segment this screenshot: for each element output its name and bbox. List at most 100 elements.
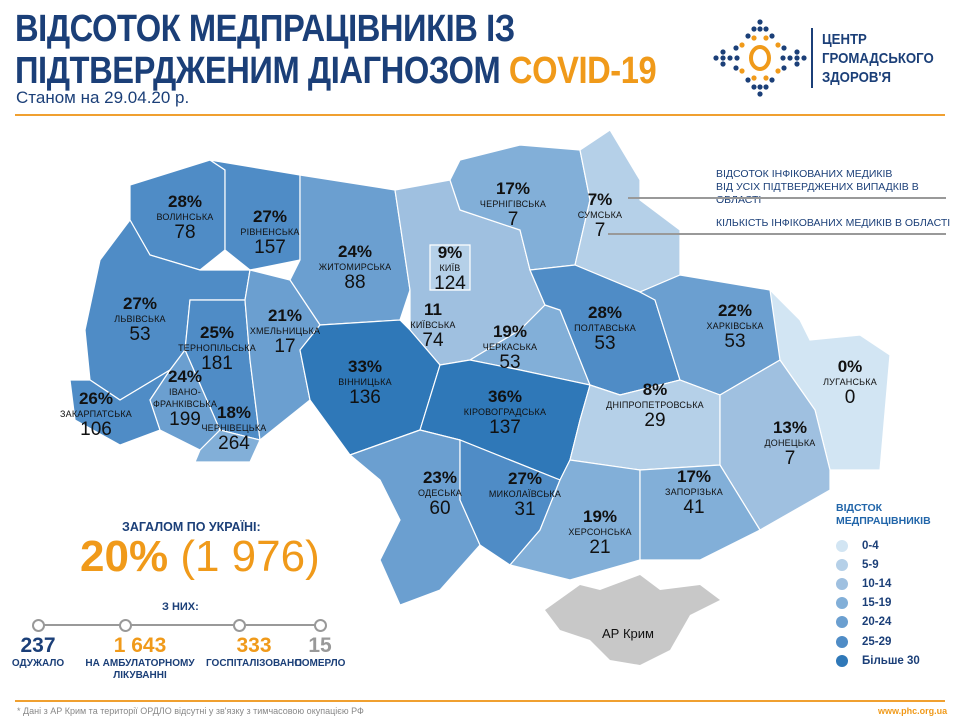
pct-annotation-line [628, 197, 946, 199]
stat-3: 15 ПОМЕРЛО [295, 634, 346, 670]
website-link[interactable]: www.phc.org.ua [878, 706, 948, 716]
legend-swatch-icon [836, 558, 848, 571]
region-count: 29 [644, 410, 666, 431]
region-count: 136 [349, 387, 381, 408]
legend-swatch-icon [836, 635, 848, 648]
stat-1: 1 643 НА АМБУЛАТОРНОМУ ЛІКУВАННІ [85, 634, 195, 682]
legend-label: 15-19 [862, 597, 892, 610]
legend-item: 10-14 [836, 574, 931, 593]
crimea-label: АР Крим [602, 626, 654, 641]
region-percent: 17% [676, 467, 712, 486]
footnote: * Дані з АР Крим та території ОРДЛО відс… [17, 706, 364, 716]
region-crimea [545, 575, 720, 665]
region-count: 53 [499, 352, 521, 373]
region-label: 7% СУМСЬКА 7 [578, 191, 622, 241]
legend-item: 25-29 [836, 632, 931, 651]
region-label: 22% ХАРКІВСЬКА 53 [706, 302, 763, 352]
region-label: 27% ЛЬВІВСЬКА 53 [114, 295, 165, 345]
region-count: 181 [201, 353, 233, 374]
region-name: ЧЕРНІВЕЦЬКА [201, 423, 267, 433]
timeline-dot-icon [119, 619, 132, 632]
legend-swatch-icon [836, 616, 848, 629]
legend-title-line-2: МЕДПРАЦІВНИКІВ [836, 515, 931, 527]
region-label: 19% ХЕРСОНСЬКА 21 [568, 508, 631, 558]
region-label: 27% РІВНЕНСЬКА 157 [240, 208, 299, 258]
region-name: ХЕРСОНСЬКА [568, 527, 632, 537]
timeline-dot-icon [233, 619, 246, 632]
legend-label: 20-24 [862, 616, 892, 629]
timeline-dot-icon [32, 619, 45, 632]
stat-label: ПОМЕРЛО [294, 658, 346, 669]
region-name: ЧЕРКАСЬКА [482, 342, 538, 352]
region-percent: 28% [167, 192, 203, 211]
region-name: ПОЛТАВСЬКА [574, 323, 636, 333]
count-annotation-line [608, 233, 946, 235]
region-label: 18% ЧЕРНІВЕЦЬКА 264 [201, 404, 266, 454]
region-percent: 33% [347, 357, 383, 376]
header-divider [15, 114, 945, 116]
timeline-dot-icon [314, 619, 327, 632]
region-label: 17% ЗАПОРІЗЬКА 41 [665, 468, 723, 518]
region-percent: 24% [337, 242, 373, 261]
region-percent: 23% [422, 468, 458, 487]
region-label: 0% ЛУГАНСЬКА 0 [823, 358, 877, 408]
region-count: 21 [589, 537, 611, 558]
region-name: ХМЕЛЬНИЦЬКА [249, 326, 321, 336]
region-name: ЗАПОРІЗЬКА [665, 487, 723, 497]
region-label: 8% ДНІПРОПЕТРОВСЬКА 29 [606, 381, 704, 431]
region-percent: 27% [122, 294, 158, 313]
region-count: 60 [429, 498, 451, 519]
title-line-1: ВІДСОТОК МЕДПРАЦІВНИКІВ ІЗ [15, 8, 515, 50]
region-count: 53 [129, 324, 151, 345]
region-count: 74 [422, 330, 444, 351]
region-label: 24% ІВАНО- ФРАНКІВСЬКА 199 [153, 368, 217, 430]
region-label: 28% ПОЛТАВСЬКА 53 [574, 304, 636, 354]
title-accent: COVID-19 [508, 50, 657, 92]
region-name: ДОНЕЦЬКА [764, 438, 816, 448]
stat-value: 237 [20, 634, 56, 657]
region-count: 78 [174, 222, 196, 243]
region-percent: 27% [507, 469, 543, 488]
region-label: 21% ХМЕЛЬНИЦЬКА 17 [250, 307, 320, 357]
region-percent: 28% [587, 303, 623, 322]
region-percent: 24% [167, 367, 203, 386]
legend-item: 20-24 [836, 613, 931, 632]
region-label: 23% ОДЕСЬКА 60 [418, 469, 462, 519]
region-count: 106 [80, 419, 112, 440]
region-name: ЛЬВІВСЬКА [114, 314, 166, 324]
region-count: 264 [218, 433, 250, 454]
region-name: ВОЛИНСЬКА [156, 212, 214, 222]
stat-value: 333 [236, 634, 272, 657]
legend-title: ВІДСТОК МЕДПРАЦІВНИКІВ [836, 502, 931, 528]
region-label: 19% ЧЕРКАСЬКА 53 [483, 323, 538, 373]
logo-text: ЦЕНТР ГРОМАДСЬКОГО ЗДОРОВ'Я [822, 30, 934, 87]
region-count: 31 [514, 499, 536, 520]
stat-0: 237 ОДУЖАЛО [12, 634, 64, 670]
legend-item: 5-9 [836, 555, 931, 574]
region-label: 24% ЖИТОМИРСЬКА 88 [319, 243, 392, 293]
region-count: 53 [594, 333, 616, 354]
region-percent: 27% [252, 207, 288, 226]
region-label: 13% ДОНЕЦЬКА 7 [764, 419, 815, 469]
region-percent: 21% [267, 306, 303, 325]
stat-value: 1 643 [113, 634, 167, 657]
region-percent: 8% [642, 380, 668, 399]
region-percent: 19% [492, 322, 528, 341]
region-count: 137 [489, 417, 521, 438]
region-label: 25% ТЕРНОПІЛЬСЬКА 181 [178, 324, 256, 374]
region-київ [429, 244, 471, 291]
region-count: 53 [724, 331, 746, 352]
total-label: ЗАГАЛОМ ПО УКРАЇНІ: [122, 520, 261, 534]
region-label: 27% МИКОЛАЇВСЬКА 31 [489, 470, 561, 520]
region-name: КИЇВ [439, 263, 461, 273]
stat-label: НА АМБУЛАТОРНОМУ ЛІКУВАННІ [85, 658, 195, 681]
title-line-2-text: ПІДТВЕРДЖЕНИМ ДІАГНОЗОМ [15, 50, 501, 92]
stat-2: 333 ГОСПІТАЛІЗОВАНО [206, 634, 302, 670]
region-label: 9% КИЇВ 124 [434, 244, 466, 294]
region-чернівецька [194, 429, 261, 463]
region-запорізька [639, 464, 761, 561]
region-percent: 36% [487, 387, 523, 406]
region-label: 26% ЗАКАРПАТСЬКА 106 [60, 390, 132, 440]
stat-value: 15 [308, 634, 332, 657]
